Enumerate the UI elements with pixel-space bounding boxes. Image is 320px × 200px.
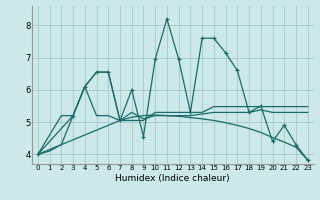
X-axis label: Humidex (Indice chaleur): Humidex (Indice chaleur) — [116, 174, 230, 183]
